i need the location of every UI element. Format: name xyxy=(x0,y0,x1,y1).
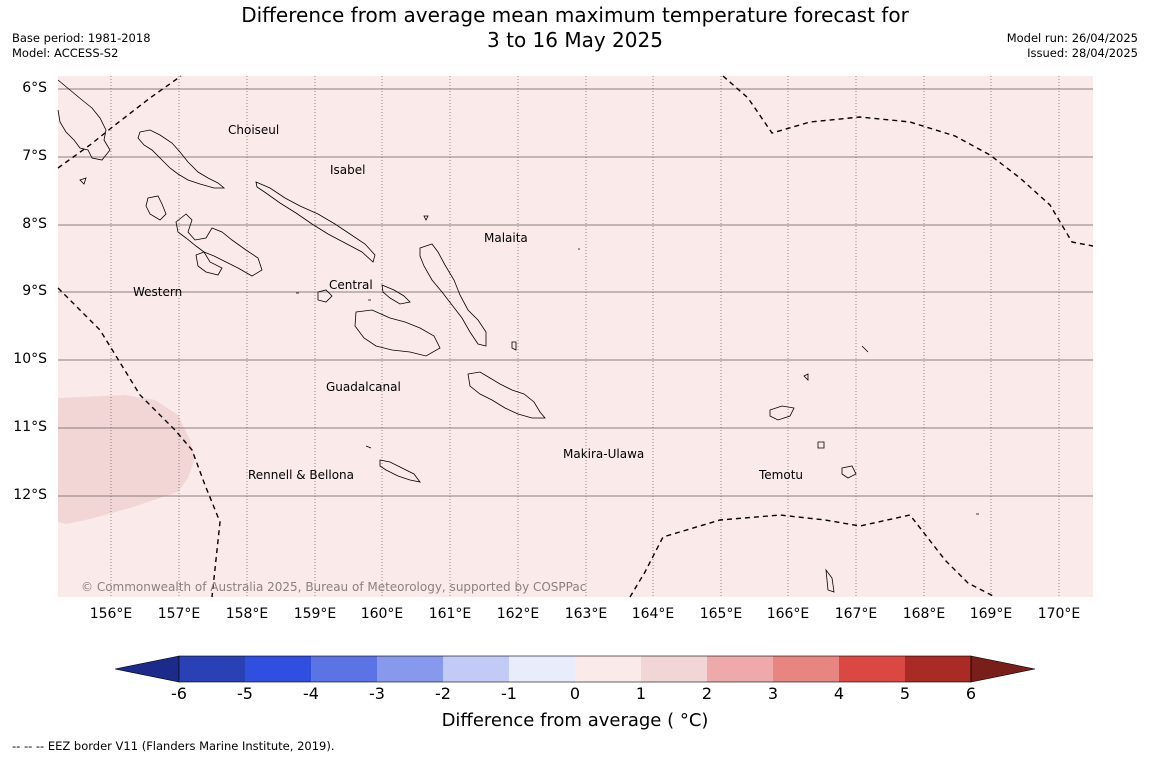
lon-label: 167°E xyxy=(834,606,878,622)
rendova-coast xyxy=(195,251,223,276)
region-label-makira-ulawa: Makira-Ulawa xyxy=(563,447,645,461)
colorbar-segment xyxy=(179,656,245,682)
lon-label: 165°E xyxy=(699,606,743,622)
eez-footnote: -- -- -- EEZ border V11 (Flanders Marine… xyxy=(12,739,335,753)
rennell-coast xyxy=(379,459,421,483)
model-run: Model run: 26/04/2025 xyxy=(1006,31,1138,45)
eez-border-west xyxy=(57,287,221,598)
lat-label: 7°S xyxy=(22,148,47,164)
colorbar-tick-label: -4 xyxy=(303,684,319,703)
region-label-rennell-bellona: Rennell & Bellona xyxy=(248,468,355,482)
lat-label: 12°S xyxy=(13,487,47,503)
lon-label: 158°E xyxy=(225,606,269,622)
guadalcanal-coast xyxy=(354,309,441,357)
santa-cruz-coast xyxy=(769,405,857,479)
colorbar-segment xyxy=(773,656,839,682)
colorbar-segment xyxy=(575,656,641,682)
lon-label: 163°E xyxy=(564,606,608,622)
eez-border-north-east xyxy=(722,75,1094,247)
model-name: Model: ACCESS-S2 xyxy=(12,46,119,60)
lon-label: 157°E xyxy=(157,606,201,622)
lon-label: 156°E xyxy=(89,606,133,622)
lon-label: 160°E xyxy=(360,606,404,622)
colorbar-tick-label: -1 xyxy=(501,684,517,703)
lon-label: 166°E xyxy=(766,606,810,622)
lon-label: 170°E xyxy=(1037,606,1081,622)
isabel-coast xyxy=(255,181,376,263)
lon-label: 159°E xyxy=(293,606,337,622)
colorbar-tick-label: -3 xyxy=(369,684,385,703)
colorbar-segment xyxy=(311,656,377,682)
eez-border-png-north xyxy=(57,75,182,169)
map-background xyxy=(58,76,1093,597)
vella-lavella-coast xyxy=(145,195,167,221)
lon-label: 164°E xyxy=(631,606,675,622)
nggela-coast xyxy=(317,284,411,305)
malaita-coast xyxy=(419,243,487,347)
lon-label: 169°E xyxy=(969,606,1013,622)
colorbar-segment xyxy=(641,656,707,682)
choiseul-coast xyxy=(137,129,226,189)
colorbar-tick-label: 4 xyxy=(833,684,845,703)
title-line-2: 3 to 16 May 2025 xyxy=(487,28,663,52)
colorbar-tick-label: 0 xyxy=(569,684,581,703)
colorbar-segment xyxy=(905,656,971,682)
copyright-notice: © Commonwealth of Australia 2025, Bureau… xyxy=(81,580,587,594)
new-georgia-coast xyxy=(175,213,263,277)
colorbar-tick-label: -2 xyxy=(435,684,451,703)
colorbar xyxy=(114,655,1036,683)
map-title: Difference from average mean maximum tem… xyxy=(0,3,1150,53)
lat-label: 8°S xyxy=(22,216,47,232)
colorbar-tick-label: 1 xyxy=(635,684,647,703)
region-label-guadalcanal: Guadalcanal xyxy=(326,380,401,394)
colorbar-tick-label: 6 xyxy=(965,684,977,703)
colorbar-tick-label: -6 xyxy=(171,684,187,703)
issued-date: Issued: 28/04/2025 xyxy=(1027,46,1138,60)
colorbar-extend-min xyxy=(114,655,180,683)
warm-anomaly-patch xyxy=(58,395,195,524)
colorbar-tick-label: -5 xyxy=(237,684,253,703)
small-islands xyxy=(79,177,979,593)
region-label-western: Western xyxy=(133,285,183,299)
title-line-1: Difference from average mean maximum tem… xyxy=(241,3,909,27)
eez-borders xyxy=(57,75,1094,598)
latitude-lines xyxy=(58,88,1093,497)
colorbar-segment xyxy=(839,656,905,682)
lon-label: 168°E xyxy=(902,606,946,622)
lon-label: 161°E xyxy=(428,606,472,622)
lat-label: 10°S xyxy=(13,351,47,367)
colorbar-title: Difference from average ( °C) xyxy=(441,710,709,731)
graticule xyxy=(58,76,1093,597)
region-label-temotu: Temotu xyxy=(759,468,804,482)
lat-label: 9°S xyxy=(22,283,47,299)
region-label-malaita: Malaita xyxy=(484,231,528,245)
colorbar-extend-max xyxy=(970,655,1036,683)
colorbar-tick-label: 2 xyxy=(701,684,713,703)
colorbar-segment xyxy=(245,656,311,682)
colorbar-tick-label: 5 xyxy=(899,684,911,703)
base-period: Base period: 1981-2018 xyxy=(12,31,151,45)
colorbar-outline xyxy=(178,655,972,683)
colorbar-segment xyxy=(707,656,773,682)
lat-label: 6°S xyxy=(22,80,47,96)
meta-left: Base period: 1981-2018 Model: ACCESS-S2 xyxy=(12,31,151,61)
colorbar-segment xyxy=(509,656,575,682)
colorbar-segment xyxy=(377,656,443,682)
colorbar-segment xyxy=(443,656,509,682)
colorbar-tick-label: 3 xyxy=(767,684,779,703)
bougainville-coast xyxy=(57,79,111,161)
lon-label: 162°E xyxy=(496,606,540,622)
eez-border-south xyxy=(629,514,996,598)
makira-coast xyxy=(467,371,546,419)
lat-label: 11°S xyxy=(13,419,47,435)
region-label-choiseul: Choiseul xyxy=(228,123,280,137)
region-label-isabel: Isabel xyxy=(330,163,366,177)
region-label-central: Central xyxy=(329,278,373,292)
coastlines xyxy=(57,79,979,593)
meta-right: Model run: 26/04/2025 Issued: 28/04/2025 xyxy=(1007,31,1138,61)
